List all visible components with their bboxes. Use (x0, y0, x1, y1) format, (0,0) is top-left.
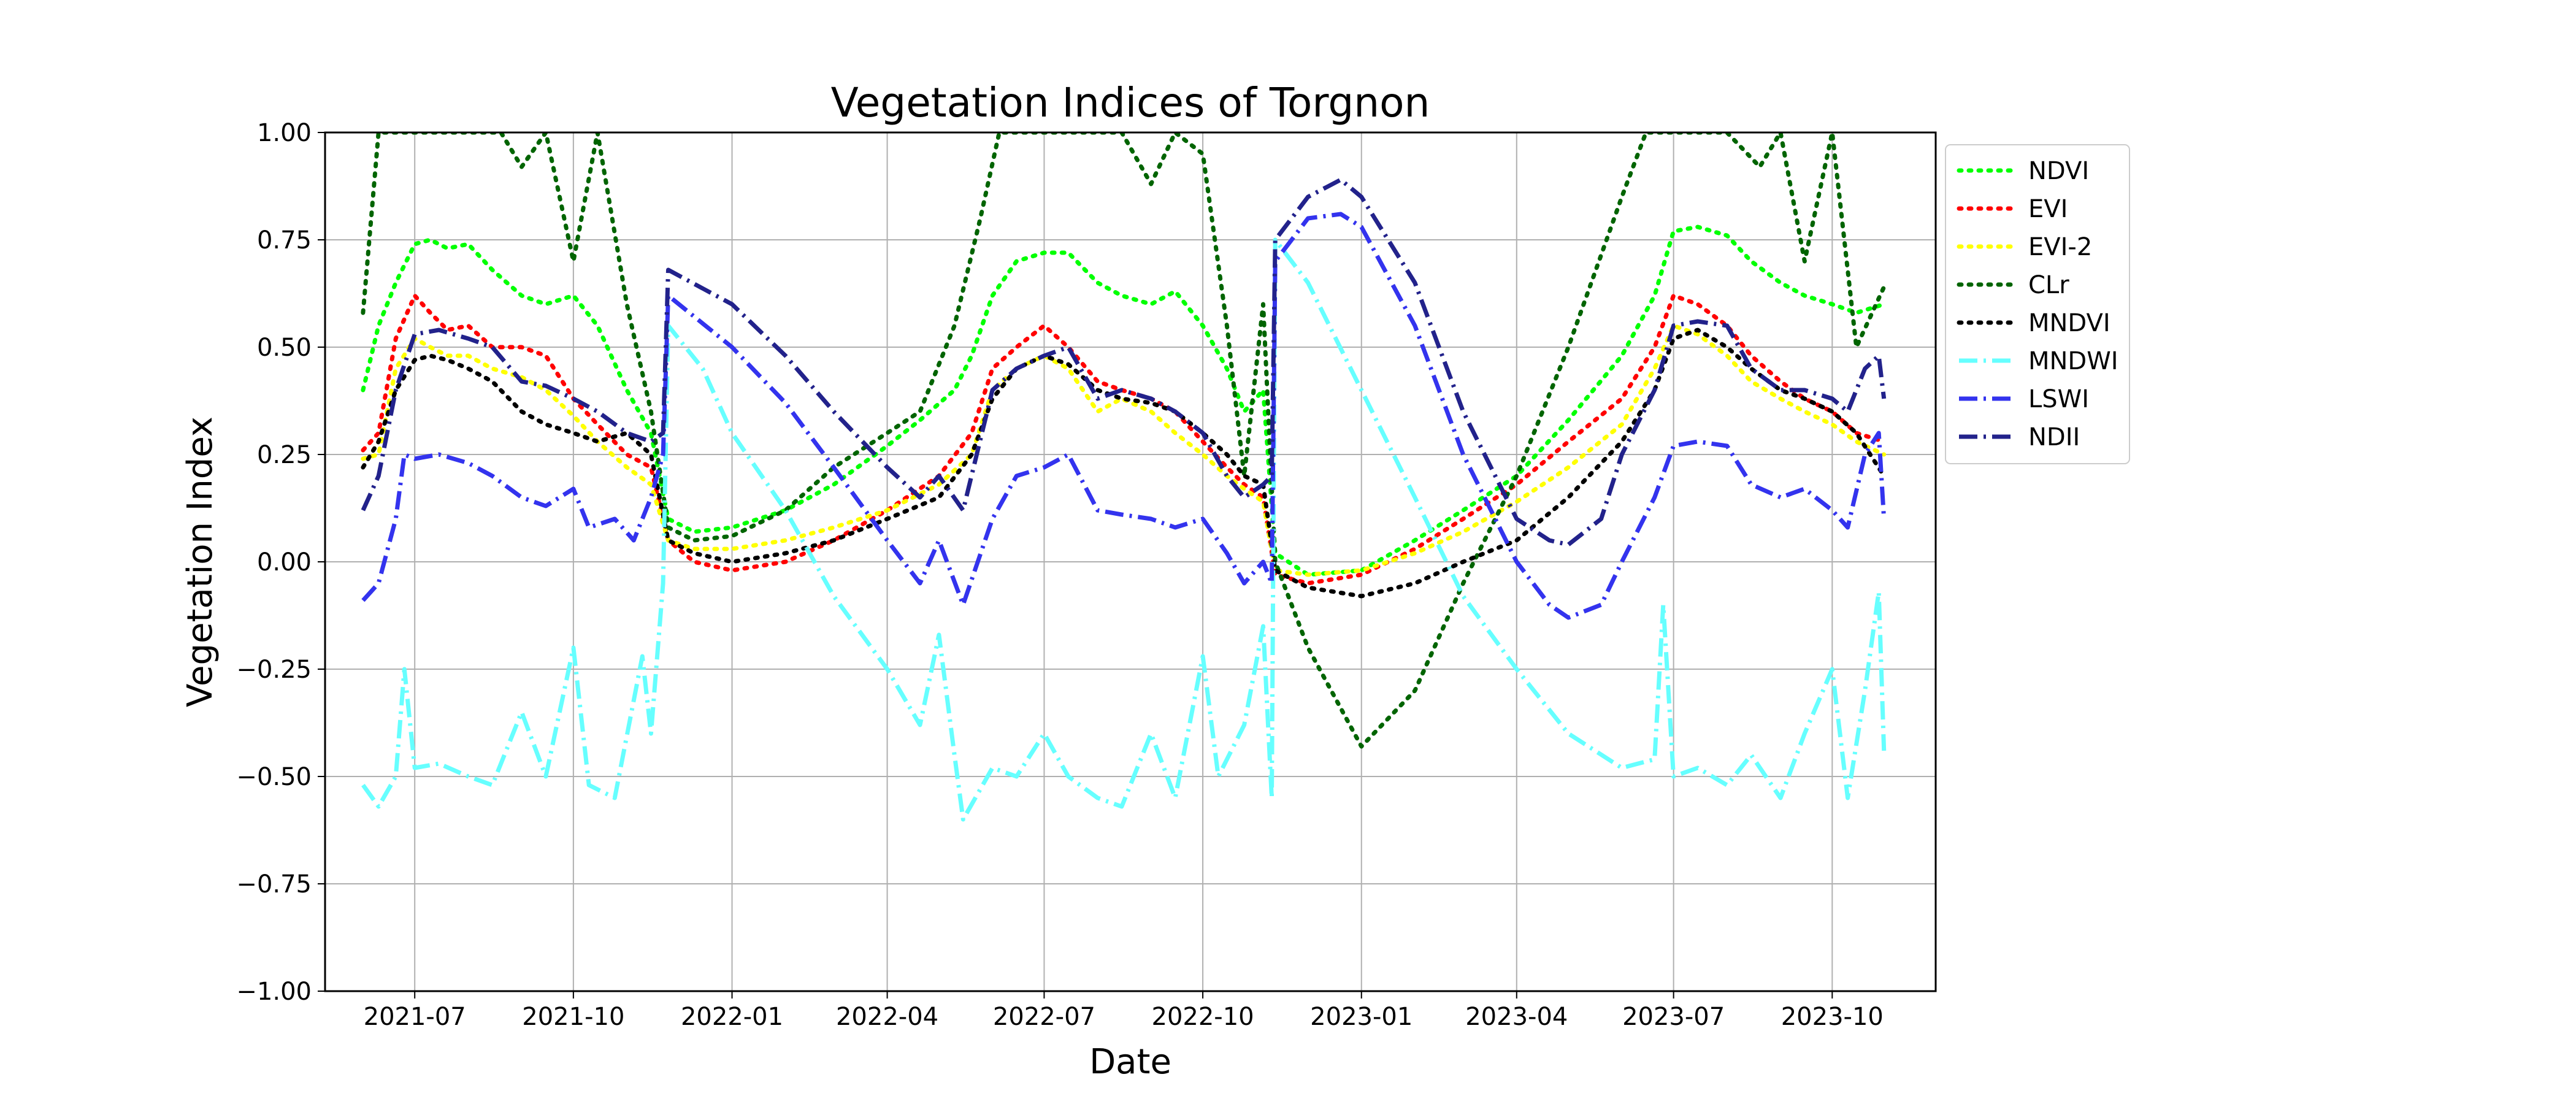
y-tick-label: −0.75 (236, 870, 312, 899)
y-tick-label: 1.00 (257, 119, 312, 147)
legend-label-lswi: LSWI (2028, 385, 2089, 413)
legend-label-mndvi: MNDVI (2028, 309, 2110, 337)
x-tick-label: 2021-10 (522, 1003, 624, 1031)
legend-label-ndvi: NDVI (2028, 157, 2089, 185)
legend-label-mndwi: MNDWI (2028, 347, 2118, 375)
series-line-ndvi (361, 224, 1887, 577)
x-tick-label: 2021-07 (364, 1003, 466, 1031)
series-lines (361, 132, 1887, 822)
chart-title: Vegetation Indices of Torgnon (831, 79, 1430, 126)
series-line-evi (361, 293, 1887, 586)
series-line-clr (361, 132, 1887, 749)
series-line-evi-2 (361, 323, 1887, 577)
x-axis-title: Date (1089, 1042, 1171, 1082)
legend-label-clr: CLr (2028, 271, 2069, 299)
y-tick-label: −1.00 (236, 978, 312, 1006)
series-line-ndii (361, 177, 1887, 547)
y-tick-label: 0.00 (257, 548, 312, 577)
y-tick-label: −0.25 (236, 656, 312, 684)
x-tick-label: 2022-01 (681, 1003, 783, 1031)
series-line-mndwi (361, 237, 1887, 822)
y-axis: −1.00 −0.75 −0.50 −0.25 0.00 0.25 0.50 0.75 1.00 (236, 119, 325, 1006)
y-tick-label: −0.50 (236, 763, 312, 791)
legend-label-evi: EVI (2028, 195, 2068, 223)
y-tick-label: 0.75 (257, 226, 312, 255)
x-tick-label: 2023-10 (1781, 1003, 1884, 1031)
x-tick-label: 2022-04 (836, 1003, 938, 1031)
x-tick-label: 2023-07 (1622, 1003, 1725, 1031)
y-axis-title: Vegetation Index (180, 416, 220, 707)
x-tick-label: 2022-07 (993, 1003, 1095, 1031)
legend-label-evi-2: EVI-2 (2028, 233, 2092, 261)
series-line-mndvi (361, 328, 1887, 599)
legend-label-ndii: NDII (2028, 423, 2080, 451)
x-axis: 2021-07 2021-10 2022-01 2022-04 2022-07 2022-… (364, 991, 1884, 1031)
x-tick-label: 2022-10 (1152, 1003, 1254, 1031)
y-tick-label: 0.25 (257, 441, 312, 469)
legend: NDVI EVI EVI-2 CLr MNDVI MNDWI LSWI NDII (1945, 144, 2130, 464)
legend-box (1945, 144, 2130, 464)
x-tick-label: 2023-04 (1465, 1003, 1568, 1031)
x-tick-label: 2023-01 (1310, 1003, 1413, 1031)
series-line-lswi (361, 212, 1887, 620)
y-tick-label: 0.50 (257, 334, 312, 362)
